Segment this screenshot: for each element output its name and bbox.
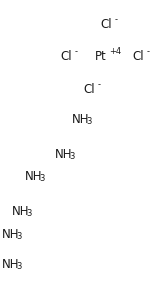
Text: NH: NH [72, 113, 89, 126]
Text: Cl: Cl [83, 83, 95, 96]
Text: NH: NH [55, 148, 72, 161]
Text: 3: 3 [26, 209, 32, 218]
Text: NH: NH [25, 170, 43, 183]
Text: Cl: Cl [132, 50, 144, 63]
Text: -: - [146, 47, 149, 56]
Text: Cl: Cl [60, 50, 72, 63]
Text: 3: 3 [39, 174, 45, 183]
Text: -: - [97, 80, 100, 89]
Text: 3: 3 [16, 262, 22, 271]
Text: 3: 3 [86, 117, 92, 126]
Text: Cl: Cl [100, 18, 112, 31]
Text: Pt: Pt [95, 50, 107, 63]
Text: NH: NH [2, 228, 19, 241]
Text: -: - [74, 47, 77, 56]
Text: NH: NH [2, 258, 19, 271]
Text: -: - [114, 15, 117, 24]
Text: NH: NH [12, 205, 30, 218]
Text: 3: 3 [16, 232, 22, 241]
Text: 3: 3 [69, 152, 75, 161]
Text: +4: +4 [109, 47, 121, 56]
